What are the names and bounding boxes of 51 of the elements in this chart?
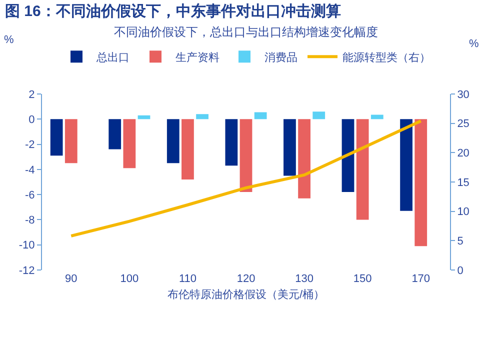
y-tick-label: -6: [25, 189, 35, 202]
bar: [225, 119, 238, 166]
bar: [284, 119, 296, 176]
y2-tick-label: 0: [457, 264, 464, 277]
bar: [342, 119, 354, 192]
y2-tick-label: 30: [457, 88, 470, 101]
y-tick-label: -10: [18, 240, 35, 252]
y2-tick-label: 20: [457, 148, 470, 160]
y-tick-label: -4: [25, 164, 35, 176]
bar: [356, 119, 369, 220]
bar: [400, 119, 412, 211]
y2-axis-title: %: [469, 38, 479, 50]
y-tick-label: 2: [28, 88, 35, 101]
x-tick-label: 110: [178, 273, 196, 285]
legend-label: 总出口: [96, 50, 130, 64]
x-tick-label: 170: [412, 273, 430, 285]
x-tick-label: 130: [295, 273, 314, 285]
bar: [182, 119, 194, 180]
y2-tick-label: 25: [457, 118, 470, 130]
x-tick-label: 90: [65, 273, 78, 285]
bar: [298, 119, 310, 198]
bar: [414, 119, 428, 246]
x-axis-title: 布伦特原油价格假设（美元/桶）: [167, 288, 325, 302]
chart-subtitle: 不同油价假设下，总出口与出口结构增速变化幅度: [114, 25, 378, 39]
bar: [196, 114, 208, 120]
bar: [240, 119, 252, 192]
bar: [166, 119, 180, 164]
bar: [123, 119, 136, 168]
bar: [312, 112, 326, 120]
line-series: [70, 119, 422, 238]
chart-title: 图 16：不同油价假设下，中东事件对出口冲击测算: [5, 2, 341, 20]
y-axis-title: %: [4, 34, 14, 46]
y2-tick-label: 10: [457, 206, 470, 218]
bar: [50, 119, 63, 156]
y2-tick-label: 5: [457, 236, 464, 248]
bar: [64, 119, 78, 164]
bar: [370, 114, 384, 120]
y-tick-label: 0: [28, 114, 35, 126]
x-tick-label: 120: [236, 273, 256, 285]
bar: [254, 112, 267, 120]
x-tick-label: 100: [120, 273, 139, 285]
legend-label: 消费品: [264, 50, 298, 64]
y2-tick-label: 15: [457, 176, 470, 189]
y-tick-label: -12: [18, 264, 35, 277]
bar: [138, 115, 150, 120]
x-tick-label: 150: [353, 273, 372, 285]
legend-label: 生产资料: [176, 50, 220, 64]
legend-label: 能源转型类（右）: [342, 50, 430, 64]
y-tick-label: -8: [25, 214, 35, 227]
bar: [108, 119, 122, 150]
y-tick-label: -2: [25, 139, 35, 152]
